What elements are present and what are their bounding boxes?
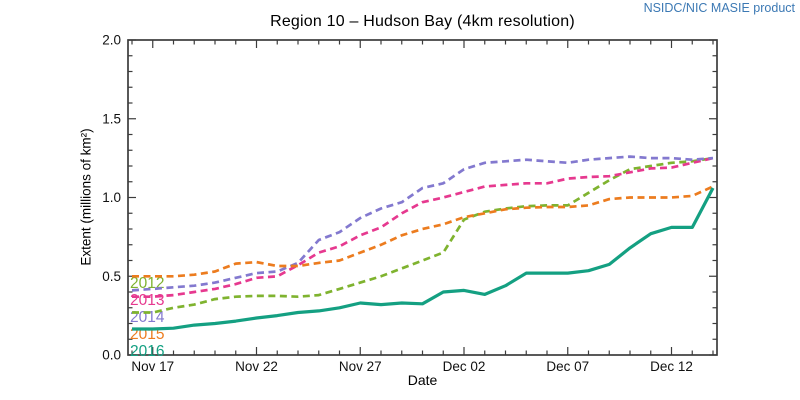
legend-year-2016: 2016	[130, 343, 164, 360]
y-tick-label: 1.0	[102, 190, 121, 205]
series-line-2013	[132, 156, 714, 299]
series-line-2012	[132, 156, 714, 314]
x-tick-label: Dec 02	[443, 359, 486, 374]
x-tick-label: Nov 27	[339, 359, 382, 374]
legend-year-2013: 2013	[130, 292, 164, 309]
x-tick-label: Dec 12	[650, 359, 693, 374]
series-line-2014	[131, 155, 714, 292]
product-attribution-label: NSIDC/NIC MASIE product	[643, 1, 795, 15]
x-tick-label: Nov 17	[131, 359, 174, 374]
x-axis-title: Date	[407, 372, 438, 388]
series-line-2015	[132, 185, 714, 278]
series-line-2016	[132, 187, 715, 331]
y-tick-label: 2.0	[102, 33, 121, 48]
chart-title: Region 10 – Hudson Bay (4km resolution)	[270, 13, 575, 30]
x-tick-label: Nov 22	[235, 359, 278, 374]
y-tick-label: 1.5	[102, 111, 121, 126]
y-axis-title: Extent (millions of km²)	[78, 128, 94, 266]
y-tick-label: 0.5	[102, 269, 121, 284]
x-tick-label: Dec 07	[546, 359, 589, 374]
y-tick-label: 0.0	[102, 348, 121, 363]
